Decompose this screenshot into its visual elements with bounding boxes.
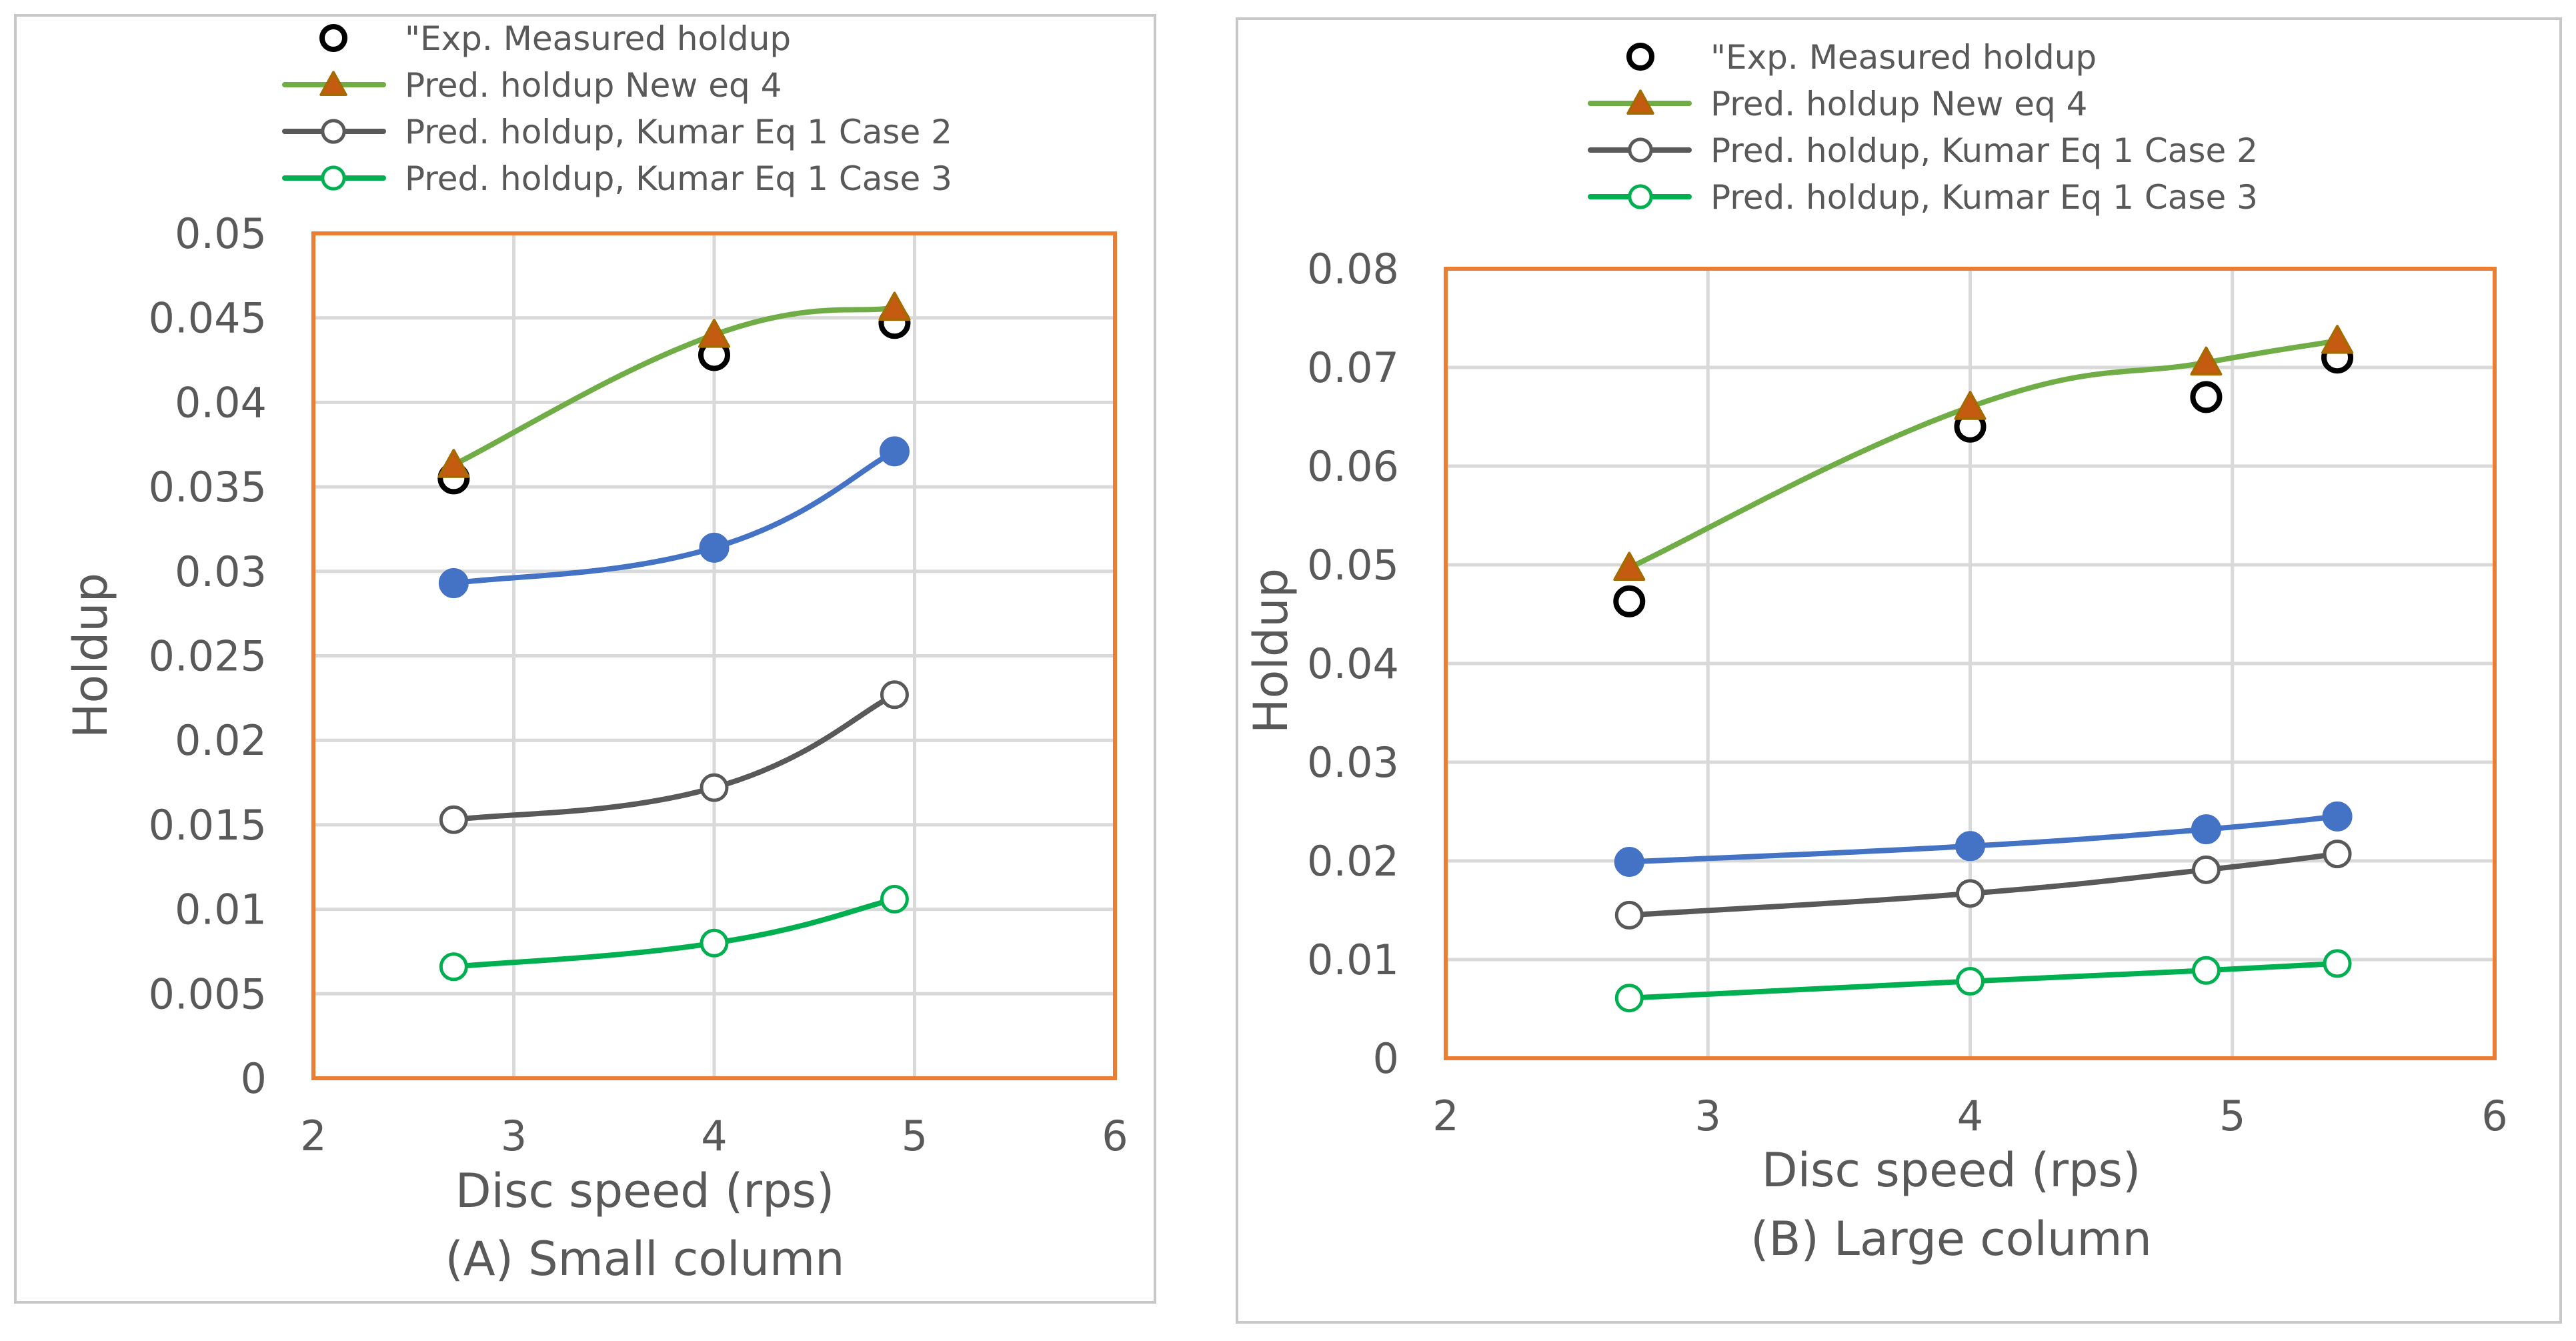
series-line-3 [1626, 851, 2341, 918]
data-point-series-1 [878, 291, 911, 321]
data-point-series-2 [438, 568, 469, 599]
y-tick-label: 0.08 [1307, 245, 1399, 293]
y-tick-label: 0.05 [1307, 541, 1399, 589]
panel-border [1236, 17, 2562, 1324]
x-tick-label: 4 [701, 1112, 727, 1160]
data-point-series-3 [700, 773, 729, 802]
data-point-series-0 [1613, 585, 1646, 617]
chart-small-column: 0 0.005 0.01 0.015 0.02 0.025 0.03 0.035 0.04 0.0… [14, 14, 1156, 1304]
legend-label: Pred. holdup New eq 4 [405, 66, 782, 105]
y-tick-label: 0 [1373, 1034, 1399, 1083]
data-point-series-3 [880, 680, 909, 710]
data-point-series-2 [2322, 801, 2353, 832]
legend: "Exp. Measured holdup Pred. holdup New eq… [282, 19, 952, 198]
y-tick-label: 0 [241, 1054, 267, 1103]
y-tick-label: 0.07 [1307, 343, 1399, 392]
x-tick-label: 5 [2219, 1092, 2245, 1140]
legend-label: "Exp. Measured holdup [405, 19, 791, 58]
y-tick-label: 0.005 [149, 970, 267, 1018]
y-tick-label: 0.04 [175, 378, 267, 427]
data-point-series-4 [700, 928, 729, 958]
data-point-series-1 [2190, 346, 2223, 376]
y-tick-label: 0.06 [1307, 442, 1399, 491]
data-point-series-4 [1614, 984, 1644, 1013]
data-point-series-3 [1956, 879, 1985, 908]
x-tick-label: 2 [1432, 1092, 1458, 1140]
x-tick-label: 6 [2481, 1092, 2507, 1140]
y-tick-label: 0.03 [175, 547, 267, 596]
y-tick-label: 0.03 [1307, 738, 1399, 787]
data-point-series-4 [2191, 956, 2221, 985]
legend-marker [1628, 184, 1653, 209]
legend-marker [1626, 43, 1654, 71]
chart-caption: (A) Small column [445, 1232, 844, 1286]
legend-marker [319, 24, 347, 52]
y-tick-label: 0.045 [149, 294, 267, 343]
legend-label: Pred. holdup New eq 4 [1710, 85, 2087, 123]
data-point-series-1 [437, 449, 470, 478]
series-line-1 [451, 305, 898, 468]
legend-label: Pred. holdup, Kumar Eq 1 Case 2 [1710, 131, 2258, 170]
data-point-series-2 [1614, 846, 1644, 877]
legend-marker [321, 165, 346, 191]
data-point-series-2 [699, 532, 730, 563]
data-point-series-3 [439, 805, 468, 834]
legend-marker [1626, 89, 1654, 115]
legend-label: Pred. holdup, Kumar Eq 1 Case 2 [405, 113, 952, 151]
data-point-series-4 [439, 952, 468, 982]
series-line-1 [1626, 338, 2341, 571]
series-line-4 [1626, 960, 2341, 1001]
series-line-2 [1626, 814, 2341, 865]
x-tick-label: 3 [501, 1112, 527, 1160]
legend-marker [319, 71, 347, 96]
x-tick-label: 4 [1957, 1092, 1983, 1140]
data-point-series-1 [1954, 391, 1987, 420]
y-axis-label: Holdup [1244, 568, 1298, 734]
y-tick-label: 0.02 [1307, 837, 1399, 886]
y-tick-label: 0.01 [175, 886, 267, 934]
plot-border [311, 231, 1117, 1080]
data-point-series-2 [2191, 814, 2221, 845]
data-point-series-4 [1956, 967, 1985, 996]
x-axis-label: Disc speed (rps) [1762, 1143, 2141, 1198]
y-axis-label: Holdup [63, 573, 118, 738]
legend: "Exp. Measured holdup Pred. holdup New eq… [1588, 38, 2258, 217]
data-point-series-1 [698, 319, 730, 348]
x-tick-label: 6 [1102, 1112, 1128, 1160]
chart-caption: (B) Large column [1750, 1212, 2152, 1266]
data-point-series-3 [2191, 855, 2221, 884]
data-point-series-2 [879, 436, 910, 467]
legend-label: Pred. holdup, Kumar Eq 1 Case 3 [405, 159, 952, 198]
y-tick-label: 0.01 [1307, 936, 1399, 984]
legend-label: Pred. holdup, Kumar Eq 1 Case 3 [1710, 178, 2258, 217]
y-tick-label: 0.02 [175, 716, 267, 765]
plot-border [1444, 267, 2497, 1060]
data-point-series-4 [2323, 949, 2352, 978]
x-tick-label: 3 [1695, 1092, 1721, 1140]
legend-marker [321, 119, 346, 144]
data-point-series-1 [1613, 551, 1646, 581]
y-tick-label: 0.04 [1307, 639, 1399, 688]
data-point-series-1 [2321, 325, 2354, 354]
y-tick-label: 0.025 [149, 632, 267, 681]
y-tick-label: 0.015 [149, 801, 267, 850]
x-tick-label: 5 [902, 1112, 928, 1160]
y-tick-label: 0.035 [149, 463, 267, 511]
data-point-series-0 [2190, 381, 2223, 413]
data-point-series-3 [1614, 900, 1644, 930]
x-tick-label: 2 [300, 1112, 326, 1160]
data-point-series-4 [880, 884, 909, 914]
y-tick-label: 0.05 [175, 209, 267, 258]
x-axis-label: Disc speed (rps) [455, 1164, 835, 1218]
legend-marker [1628, 137, 1653, 163]
legend-label: "Exp. Measured holdup [1710, 38, 2097, 77]
data-point-series-2 [1955, 831, 1985, 862]
chart-large-column: 0 0.01 0.02 0.03 0.04 0.05 0.06 0.07 0.08 2 3 4 5 6 Di… [1236, 17, 2562, 1324]
data-point-series-3 [2323, 840, 2352, 869]
panel-border [14, 14, 1156, 1304]
